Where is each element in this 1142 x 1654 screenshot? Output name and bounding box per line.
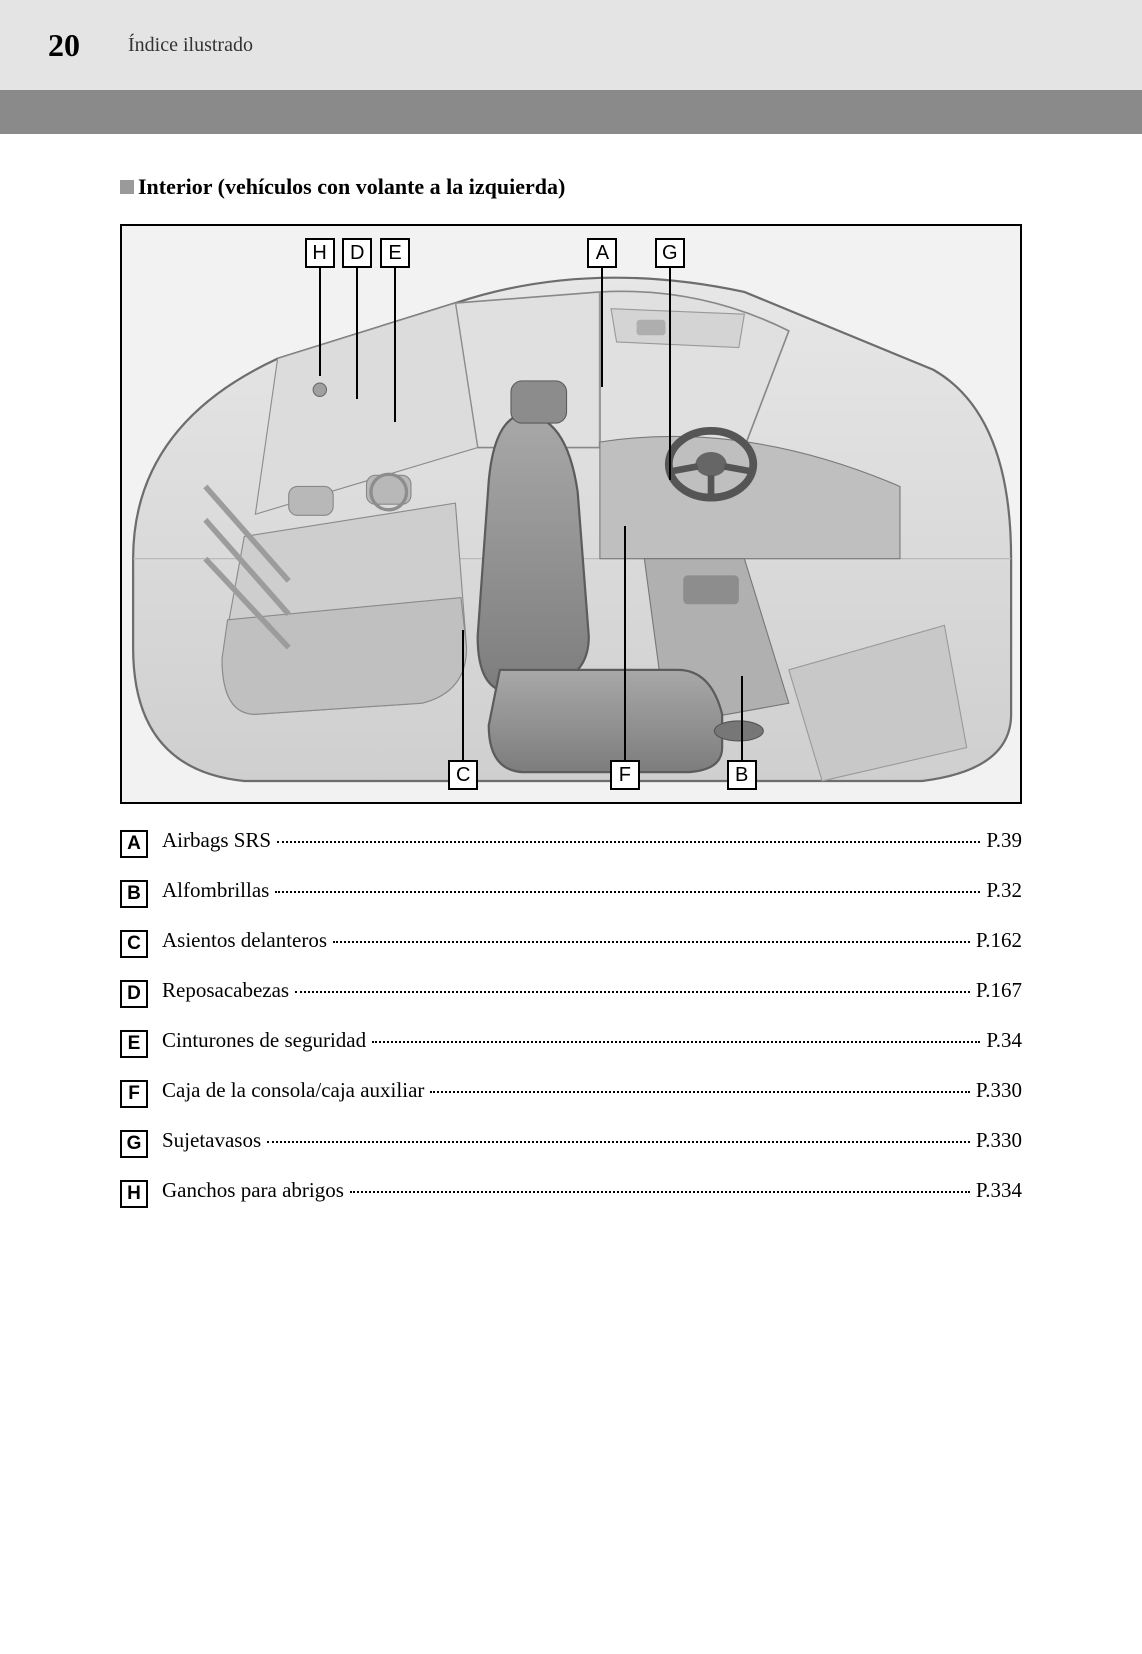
legend-list: A Airbags SRS P.39 B Alfombrillas P.32 C Asie… bbox=[120, 828, 1022, 1206]
callout-line-D bbox=[356, 268, 358, 399]
legend-dots bbox=[372, 1041, 980, 1043]
section-title-row: Interior (vehículos con volante a la izq… bbox=[120, 174, 1022, 200]
legend-dots bbox=[430, 1091, 970, 1093]
legend-page-F[interactable]: P.330 bbox=[976, 1078, 1022, 1103]
legend-dots bbox=[333, 941, 970, 943]
callout-C: C bbox=[448, 760, 478, 790]
car-interior-svg bbox=[122, 226, 1020, 802]
callout-line-F bbox=[624, 526, 626, 761]
callout-H: H bbox=[305, 238, 335, 268]
legend-label-F: Caja de la consola/caja auxiliar bbox=[162, 1078, 424, 1103]
callout-line-E bbox=[394, 268, 396, 422]
legend-dots bbox=[277, 841, 980, 843]
title-square-icon bbox=[120, 180, 134, 194]
callout-line-H bbox=[319, 268, 321, 376]
legend-row-A: A Airbags SRS P.39 bbox=[120, 828, 1022, 856]
legend-row-E: E Cinturones de seguridad P.34 bbox=[120, 1028, 1022, 1056]
legend-letter-G: G bbox=[120, 1130, 148, 1158]
legend-page-D[interactable]: P.167 bbox=[976, 978, 1022, 1003]
legend-dots bbox=[267, 1141, 970, 1143]
callout-E: E bbox=[380, 238, 410, 268]
legend-label-B: Alfombrillas bbox=[162, 878, 269, 903]
legend-letter-E: E bbox=[120, 1030, 148, 1058]
legend-dots bbox=[350, 1191, 970, 1193]
legend-page-B[interactable]: P.32 bbox=[986, 878, 1022, 903]
header-bar bbox=[0, 90, 1142, 134]
legend-label-C: Asientos delanteros bbox=[162, 928, 327, 953]
legend-label-A: Airbags SRS bbox=[162, 828, 271, 853]
legend-row-F: F Caja de la consola/caja auxiliar P.330 bbox=[120, 1078, 1022, 1106]
legend-letter-C: C bbox=[120, 930, 148, 958]
callout-line-C bbox=[462, 630, 464, 761]
legend-label-G: Sujetavasos bbox=[162, 1128, 261, 1153]
legend-label-H: Ganchos para abrigos bbox=[162, 1178, 344, 1203]
callout-line-B bbox=[741, 676, 743, 761]
legend-page-A[interactable]: P.39 bbox=[986, 828, 1022, 853]
page-header: 20 Índice ilustrado bbox=[0, 0, 1142, 90]
legend-row-B: B Alfombrillas P.32 bbox=[120, 878, 1022, 906]
legend-label-E: Cinturones de seguridad bbox=[162, 1028, 366, 1053]
callout-line-G bbox=[669, 268, 671, 480]
callout-A: A bbox=[587, 238, 617, 268]
section-name: Índice ilustrado bbox=[128, 34, 253, 57]
legend-letter-B: B bbox=[120, 880, 148, 908]
callout-D: D bbox=[342, 238, 372, 268]
legend-dots bbox=[295, 991, 970, 993]
callout-F: F bbox=[610, 760, 640, 790]
legend-letter-D: D bbox=[120, 980, 148, 1008]
legend-letter-H: H bbox=[120, 1180, 148, 1208]
legend-dots bbox=[275, 891, 980, 893]
callout-G: G bbox=[655, 238, 685, 268]
legend-page-G[interactable]: P.330 bbox=[976, 1128, 1022, 1153]
legend-letter-A: A bbox=[120, 830, 148, 858]
legend-label-D: Reposacabezas bbox=[162, 978, 289, 1003]
legend-page-C[interactable]: P.162 bbox=[976, 928, 1022, 953]
callout-line-A bbox=[601, 268, 603, 387]
legend-row-G: G Sujetavasos P.330 bbox=[120, 1128, 1022, 1156]
legend-row-H: H Ganchos para abrigos P.334 bbox=[120, 1178, 1022, 1206]
legend-row-D: D Reposacabezas P.167 bbox=[120, 978, 1022, 1006]
callout-B: B bbox=[727, 760, 757, 790]
section-title: Interior (vehículos con volante a la izq… bbox=[138, 174, 565, 200]
page-number: 20 bbox=[48, 27, 80, 64]
legend-row-C: C Asientos delanteros P.162 bbox=[120, 928, 1022, 956]
legend-page-E[interactable]: P.34 bbox=[986, 1028, 1022, 1053]
content-area: Interior (vehículos con volante a la izq… bbox=[0, 134, 1142, 1288]
interior-diagram: HDE A G C F B bbox=[120, 224, 1022, 804]
legend-letter-F: F bbox=[120, 1080, 148, 1108]
legend-page-H[interactable]: P.334 bbox=[976, 1178, 1022, 1203]
